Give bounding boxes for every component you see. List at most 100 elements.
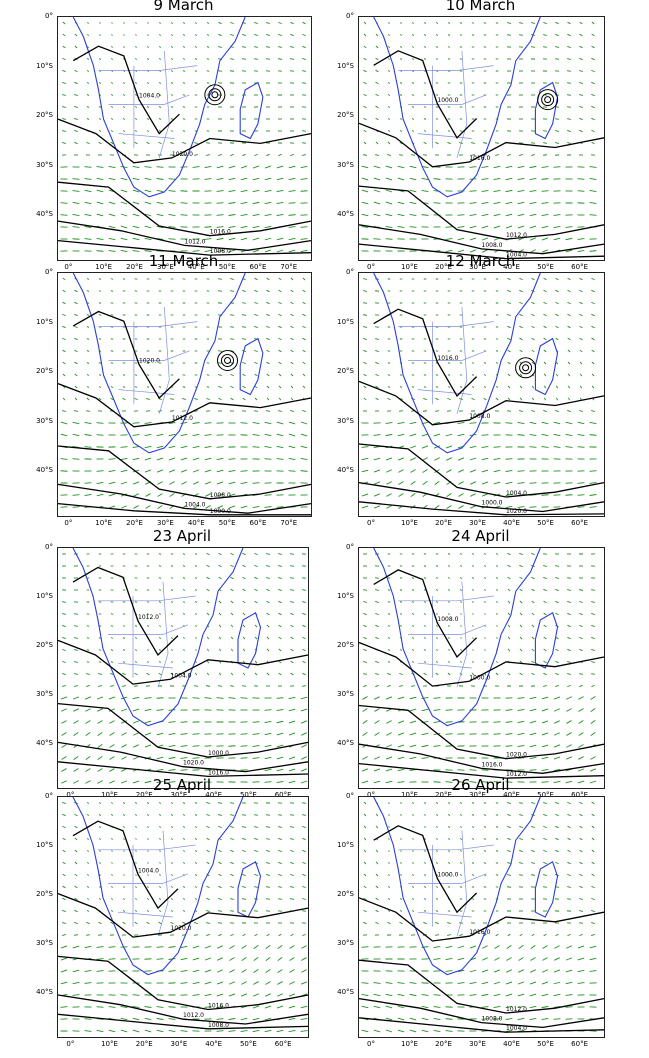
wind-vector [579, 589, 583, 591]
wind-vector [61, 780, 67, 784]
wind-vector [252, 237, 260, 241]
wind-vector [266, 313, 270, 317]
wind-vector [300, 238, 308, 240]
wind-vector [529, 769, 537, 771]
wind-vector [72, 433, 80, 437]
wind-vector [99, 886, 101, 888]
latitude-tick-label: 0° [346, 792, 354, 800]
wind-vector [567, 612, 571, 616]
wind-vector [421, 433, 429, 437]
wind-vector [86, 374, 90, 376]
wind-vector [387, 58, 391, 60]
wind-vector [132, 1006, 140, 1008]
wind-vector [541, 446, 549, 448]
wind-vector [375, 885, 379, 889]
wind-vector [122, 278, 126, 280]
wind-vector [505, 781, 513, 783]
wind-vector [517, 506, 525, 508]
wind-vector [96, 493, 104, 497]
wind-vector [399, 589, 403, 591]
wind-vector [254, 552, 258, 556]
wind-vector [242, 648, 246, 652]
longitude-tick-label: 40°E [503, 263, 520, 271]
wind-vector [122, 672, 126, 676]
wind-vector [204, 945, 212, 949]
wind-vector [423, 82, 427, 84]
longitude-tick-label: 20°E [435, 1040, 452, 1048]
wind-vector [217, 505, 223, 509]
wind-vector [122, 637, 126, 639]
wind-vector [276, 249, 284, 253]
wind-vector [421, 177, 429, 181]
wind-vector [72, 494, 80, 496]
wind-vector [469, 981, 477, 985]
wind-vector [493, 721, 501, 723]
wind-vector [447, 802, 451, 804]
isobar [57, 994, 309, 1025]
wind-vector [541, 421, 549, 425]
wind-vector [302, 325, 306, 329]
wind-vector [399, 625, 403, 627]
wind-vector [505, 201, 513, 205]
wind-vector [276, 744, 284, 748]
wind-vector [72, 458, 80, 460]
wind-vector [180, 1030, 188, 1032]
wind-vector [252, 1005, 260, 1009]
wind-vector [218, 910, 222, 912]
wind-vector [290, 648, 294, 652]
wind-vector [469, 945, 477, 949]
wind-vector [74, 637, 78, 639]
wind-vector [577, 178, 585, 180]
wind-vector [529, 756, 537, 760]
wind-vector [507, 564, 511, 568]
wind-vector [242, 564, 246, 568]
wind-vector [517, 482, 525, 484]
wind-vector [278, 565, 282, 567]
wind-vector [435, 802, 439, 804]
wind-vector [484, 637, 486, 639]
wind-vector [230, 588, 234, 592]
wind-vector [159, 838, 161, 840]
wind-vector [579, 57, 583, 61]
wind-vector [447, 814, 451, 816]
wind-vector [399, 46, 403, 48]
wind-vector [300, 445, 308, 449]
wind-vector [147, 862, 149, 864]
wind-vector [507, 361, 511, 365]
wind-vector [290, 861, 294, 865]
wind-vector [470, 505, 476, 509]
wind-vector [531, 301, 535, 305]
wind-vector-field [361, 21, 597, 253]
wind-vector [555, 337, 559, 341]
map-frame: 1016.0 1012.0 1008.0 1004.0 1000.0 [358, 796, 605, 1038]
wind-vector [157, 481, 163, 485]
wind-vector [110, 814, 114, 816]
wind-vector [98, 278, 102, 280]
wind-vector [168, 769, 176, 771]
wind-vector [541, 202, 549, 204]
wind-vector [135, 58, 137, 60]
wind-vector [589, 250, 597, 252]
wind-vector [218, 564, 222, 568]
wind-vector [204, 993, 212, 997]
wind-vector [373, 1005, 381, 1009]
wind-vector [254, 624, 258, 628]
wind-vector [566, 82, 572, 84]
wind-vector [206, 22, 210, 24]
wind-vector [507, 373, 511, 377]
wind-vector [290, 898, 294, 900]
wind-vector [543, 410, 547, 412]
wind-vector [301, 969, 307, 973]
wind-vector [206, 397, 210, 401]
wind-vector [266, 397, 270, 401]
longitude-tick-label: 10°E [401, 519, 418, 527]
wind-vector [182, 82, 186, 84]
wind-vector [254, 933, 258, 937]
wind-vector [531, 933, 535, 937]
wind-vector [121, 732, 127, 736]
wind-vector [204, 981, 212, 985]
